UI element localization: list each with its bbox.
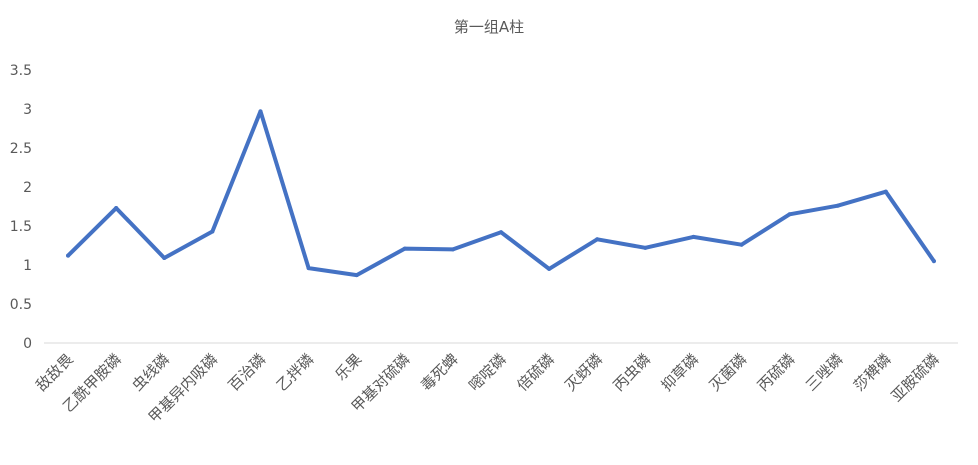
data-point	[931, 259, 936, 264]
chart-title: 第一组A柱	[453, 18, 525, 36]
data-point	[691, 234, 696, 239]
x-tick-label: 丙硫磷	[754, 350, 799, 395]
data-point	[210, 229, 215, 234]
data-point	[258, 109, 263, 114]
x-tick-label: 灭菌磷	[706, 350, 751, 395]
x-tick-label: 三唑磷	[802, 350, 847, 395]
data-point	[835, 203, 840, 208]
x-tick-label: 乙拌磷	[273, 350, 318, 395]
data-point	[162, 255, 167, 260]
y-tick-label: 2.5	[10, 141, 32, 157]
data-point	[547, 266, 552, 271]
x-tick-label: 嘧啶磷	[465, 350, 510, 395]
x-tick-label: 灭蚜磷	[561, 350, 606, 395]
data-point	[66, 253, 71, 258]
data-point	[499, 230, 503, 235]
y-tick-label: 2	[23, 180, 32, 196]
data-point	[354, 273, 359, 278]
y-axis-ticks: 0 0.5 1 1.5 2 2.5 3 3.5	[10, 63, 32, 352]
data-point	[595, 237, 600, 242]
y-tick-label: 1.5	[10, 219, 32, 235]
x-tick-label: 倍硫磷	[513, 350, 558, 395]
x-tick-label: 敌敌畏	[32, 350, 77, 395]
y-tick-label: 0.5	[10, 297, 32, 313]
data-point	[306, 266, 311, 271]
x-tick-label: 乐果	[332, 350, 366, 384]
y-tick-label: 3.5	[10, 63, 32, 79]
x-tick-label: 虫线磷	[129, 350, 174, 395]
data-point	[450, 247, 455, 252]
data-point	[643, 245, 648, 250]
data-point	[883, 189, 888, 194]
data-point	[114, 206, 119, 211]
data-point	[787, 212, 792, 217]
y-tick-label: 3	[23, 102, 32, 118]
y-tick-label: 1	[23, 258, 32, 274]
y-tick-label: 0	[23, 336, 32, 352]
data-point	[739, 242, 744, 247]
x-tick-label: 抑草磷	[658, 350, 703, 395]
data-point	[402, 246, 407, 251]
x-tick-label: 亚胺硫磷	[888, 350, 943, 405]
series-group	[66, 109, 936, 278]
x-tick-label: 莎稗磷	[850, 350, 895, 395]
x-tick-label: 丙虫磷	[610, 350, 655, 395]
x-tick-label: 毒死蜱	[417, 350, 462, 395]
x-tick-label: 百治磷	[225, 350, 270, 395]
series-line	[66, 109, 936, 278]
x-axis-ticks: 敌敌畏乙酰甲胺磷 虫线磷甲基异内吸磷 百治磷 乙拌磷 乐果甲基对硫磷 毒死蜱 嘧啶磷 倍硫磷灭…	[32, 350, 942, 426]
